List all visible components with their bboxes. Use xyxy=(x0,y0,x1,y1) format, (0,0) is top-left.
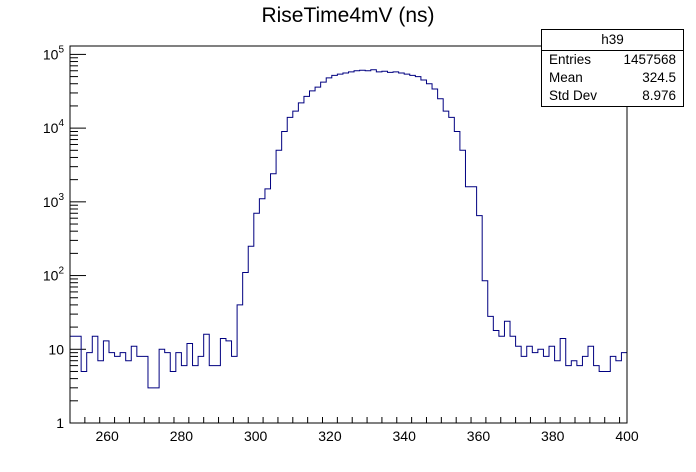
x-tick-label: 360 xyxy=(467,428,491,444)
x-tick-label: 280 xyxy=(170,428,194,444)
stats-mean-label: Mean xyxy=(549,70,583,85)
axis-ticks xyxy=(69,53,621,424)
x-tick-labels: 260 280 300 320 340 360 380 400 xyxy=(95,428,638,444)
y-tick-label: 105 xyxy=(43,44,65,62)
y-tick-label: 104 xyxy=(43,118,65,136)
x-tick-label: 380 xyxy=(541,428,565,444)
y-tick-labels: 1 10 102 103 104 105 xyxy=(43,44,65,431)
stats-box: h39 Entries 1457568 Mean 324.5 Std Dev 8… xyxy=(541,29,684,107)
stats-std-label: Std Dev xyxy=(549,88,598,103)
stats-mean-row: Mean 324.5 xyxy=(542,69,683,87)
y-tick-label: 1 xyxy=(56,415,64,431)
stats-entries-row: Entries 1457568 xyxy=(542,51,683,69)
stats-histogram-name: h39 xyxy=(542,30,683,51)
y-tick-label: 10 xyxy=(48,341,64,357)
stats-entries-value: 1457568 xyxy=(623,52,676,67)
x-tick-label: 340 xyxy=(393,428,417,444)
plot-frame xyxy=(69,45,628,424)
x-tick-label: 260 xyxy=(95,428,119,444)
y-tick-label: 103 xyxy=(43,192,65,210)
stats-std-value: 8.976 xyxy=(642,88,676,103)
x-tick-label: 400 xyxy=(615,428,639,444)
stats-entries-label: Entries xyxy=(549,52,592,67)
stats-mean-value: 324.5 xyxy=(642,70,676,85)
x-tick-label: 300 xyxy=(244,428,268,444)
y-tick-label: 102 xyxy=(43,266,65,284)
chart-title: RiseTime4mV (ns) xyxy=(261,4,435,27)
stats-std-row: Std Dev 8.976 xyxy=(542,87,683,105)
x-tick-label: 320 xyxy=(318,428,342,444)
histogram-line xyxy=(69,69,628,423)
